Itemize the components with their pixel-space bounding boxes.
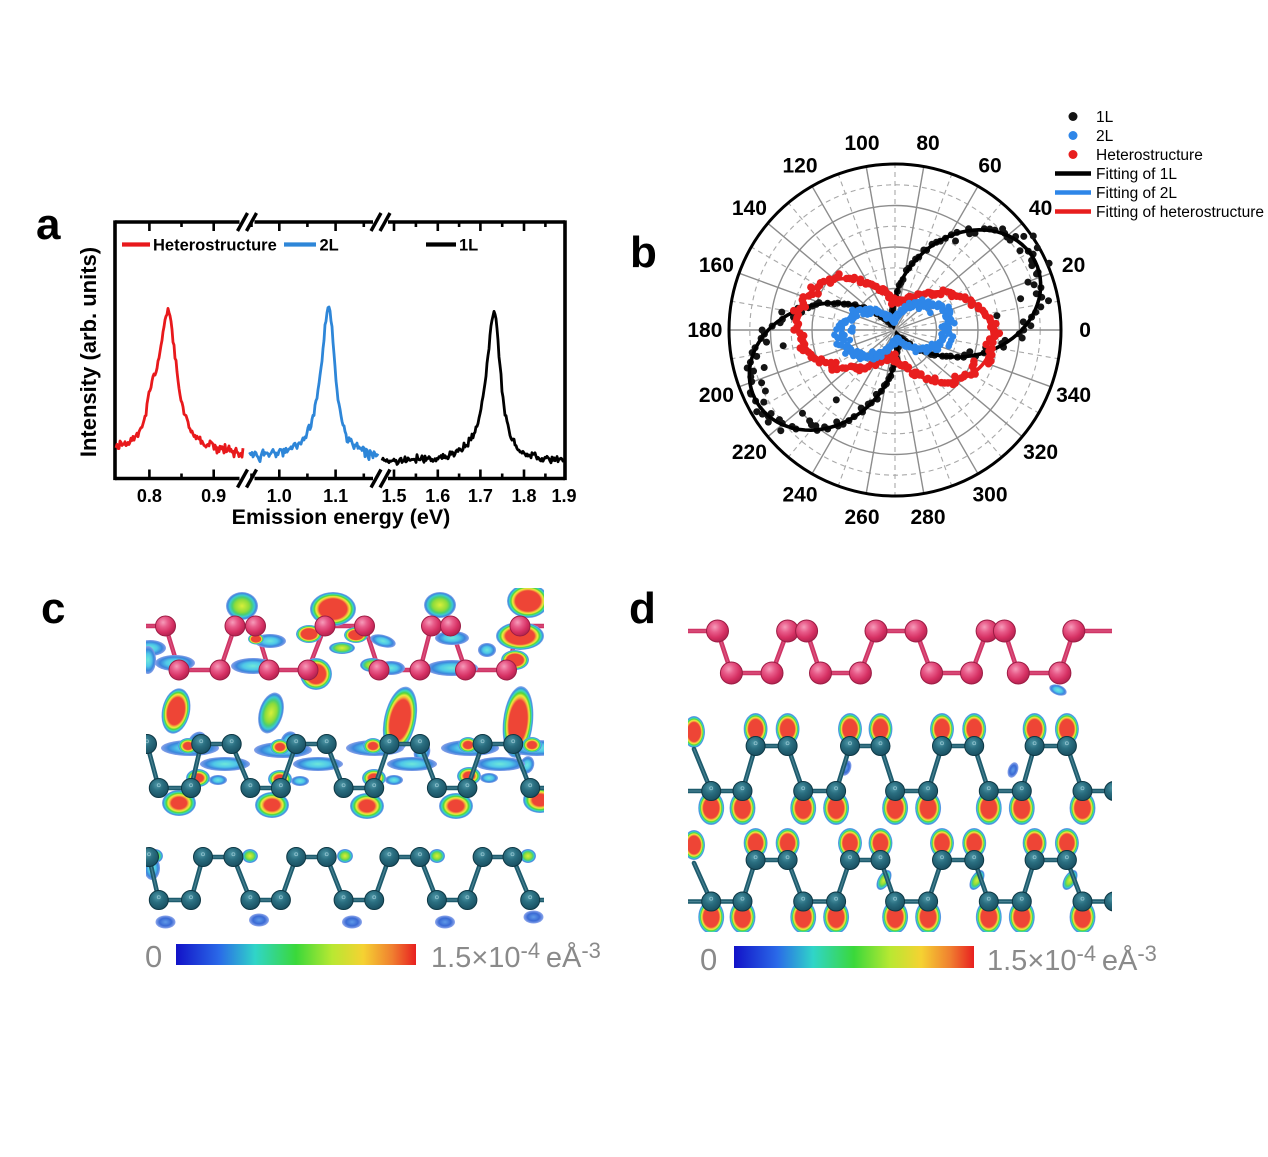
svg-text:140: 140 [732, 197, 767, 220]
svg-text:0.8: 0.8 [137, 486, 162, 506]
svg-text:1.5: 1.5 [381, 486, 406, 506]
svg-text:300: 300 [972, 484, 1007, 507]
svg-text:1.1: 1.1 [323, 486, 348, 506]
svg-text:1.6: 1.6 [425, 486, 450, 506]
svg-text:Intensity (arb. units): Intensity (arb. units) [76, 247, 101, 457]
svg-text:320: 320 [1023, 441, 1058, 464]
svg-text:340: 340 [1056, 384, 1091, 407]
svg-text:c: c [41, 584, 65, 633]
svg-text:260: 260 [844, 506, 879, 529]
svg-text:240: 240 [782, 484, 817, 507]
svg-text:Heterostructure: Heterostructure [1096, 147, 1203, 164]
svg-text:40: 40 [1029, 197, 1052, 220]
svg-text:1.8: 1.8 [511, 486, 536, 506]
svg-text:Fitting of 1L: Fitting of 1L [1096, 166, 1177, 183]
svg-text:1.7: 1.7 [468, 486, 493, 506]
svg-text:d: d [629, 584, 656, 633]
svg-text:2L: 2L [320, 237, 339, 255]
svg-text:100: 100 [844, 132, 879, 155]
svg-text:1L: 1L [459, 237, 478, 255]
svg-text:0: 0 [700, 942, 717, 977]
svg-text:0.9: 0.9 [201, 486, 226, 506]
svg-text:b: b [630, 228, 657, 277]
svg-text:Emission energy (eV): Emission energy (eV) [232, 505, 451, 529]
svg-text:220: 220 [732, 441, 767, 464]
svg-text:160: 160 [699, 254, 734, 277]
svg-text:Heterostructure: Heterostructure [153, 237, 277, 255]
svg-text:1.9: 1.9 [551, 486, 576, 506]
svg-text:280: 280 [910, 506, 945, 529]
svg-text:200: 200 [699, 384, 734, 407]
svg-text:0: 0 [1079, 319, 1091, 342]
svg-text:1L: 1L [1096, 109, 1114, 126]
svg-text:120: 120 [782, 154, 817, 177]
svg-text:80: 80 [916, 132, 939, 155]
svg-text:1.5×10-4 eÅ-3: 1.5×10-4 eÅ-3 [987, 941, 1157, 977]
svg-text:1.5×10-4 eÅ-3: 1.5×10-4 eÅ-3 [431, 938, 601, 974]
svg-text:Fitting of 2L: Fitting of 2L [1096, 185, 1177, 202]
svg-text:a: a [36, 200, 61, 249]
svg-text:180: 180 [687, 319, 722, 342]
svg-text:20: 20 [1062, 254, 1085, 277]
svg-text:60: 60 [978, 154, 1001, 177]
svg-text:0: 0 [145, 939, 162, 974]
svg-text:2L: 2L [1096, 128, 1114, 145]
svg-text:Fitting of heterostructure: Fitting of heterostructure [1096, 204, 1264, 221]
svg-text:1.0: 1.0 [267, 486, 292, 506]
